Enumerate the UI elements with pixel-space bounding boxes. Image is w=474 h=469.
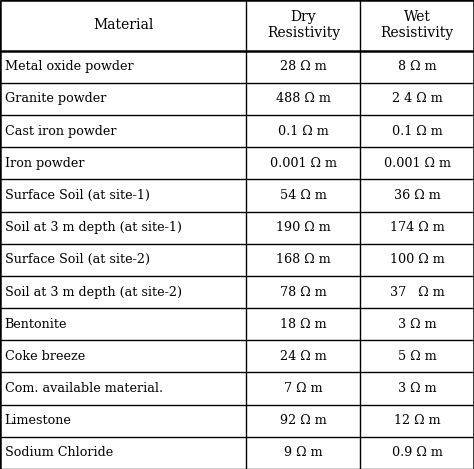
- Text: Bentonite: Bentonite: [5, 318, 67, 331]
- Text: 92 Ω m: 92 Ω m: [280, 414, 327, 427]
- Text: Soil at 3 m depth (at site-1): Soil at 3 m depth (at site-1): [5, 221, 182, 234]
- Text: 7 Ω m: 7 Ω m: [284, 382, 323, 395]
- Text: Soil at 3 m depth (at site-2): Soil at 3 m depth (at site-2): [5, 286, 182, 298]
- Text: 0.1 Ω m: 0.1 Ω m: [278, 125, 329, 137]
- Text: 28 Ω m: 28 Ω m: [280, 60, 327, 73]
- Text: 54 Ω m: 54 Ω m: [280, 189, 327, 202]
- Text: 190 Ω m: 190 Ω m: [276, 221, 331, 234]
- Text: 12 Ω m: 12 Ω m: [394, 414, 440, 427]
- Text: 3 Ω m: 3 Ω m: [398, 318, 437, 331]
- Text: Cast iron powder: Cast iron powder: [5, 125, 116, 137]
- Text: 0.1 Ω m: 0.1 Ω m: [392, 125, 443, 137]
- Text: Wet
Resistivity: Wet Resistivity: [381, 10, 454, 40]
- Text: Granite powder: Granite powder: [5, 92, 106, 106]
- Text: Dry
Resistivity: Dry Resistivity: [267, 10, 340, 40]
- Text: 168 Ω m: 168 Ω m: [276, 253, 331, 266]
- Text: 488 Ω m: 488 Ω m: [276, 92, 331, 106]
- Text: 0.9 Ω m: 0.9 Ω m: [392, 446, 443, 460]
- Text: 0.001 Ω m: 0.001 Ω m: [383, 157, 451, 170]
- Text: Coke breeze: Coke breeze: [5, 350, 85, 363]
- Text: 9 Ω m: 9 Ω m: [284, 446, 323, 460]
- Text: 100 Ω m: 100 Ω m: [390, 253, 445, 266]
- Text: 2 4 Ω m: 2 4 Ω m: [392, 92, 443, 106]
- Text: Material: Material: [93, 18, 154, 32]
- Text: 0.001 Ω m: 0.001 Ω m: [270, 157, 337, 170]
- Text: 24 Ω m: 24 Ω m: [280, 350, 327, 363]
- Text: Surface Soil (at site-2): Surface Soil (at site-2): [5, 253, 150, 266]
- Text: 174 Ω m: 174 Ω m: [390, 221, 445, 234]
- Text: Metal oxide powder: Metal oxide powder: [5, 60, 133, 73]
- Text: Iron powder: Iron powder: [5, 157, 84, 170]
- Text: Limestone: Limestone: [5, 414, 72, 427]
- Text: 37   Ω m: 37 Ω m: [390, 286, 445, 298]
- Text: 3 Ω m: 3 Ω m: [398, 382, 437, 395]
- Text: Com. available material.: Com. available material.: [5, 382, 163, 395]
- Text: 5 Ω m: 5 Ω m: [398, 350, 437, 363]
- Text: Surface Soil (at site-1): Surface Soil (at site-1): [5, 189, 150, 202]
- Text: Sodium Chloride: Sodium Chloride: [5, 446, 113, 460]
- Text: 36 Ω m: 36 Ω m: [394, 189, 440, 202]
- Text: 8 Ω m: 8 Ω m: [398, 60, 437, 73]
- Text: 78 Ω m: 78 Ω m: [280, 286, 327, 298]
- Text: 18 Ω m: 18 Ω m: [280, 318, 327, 331]
